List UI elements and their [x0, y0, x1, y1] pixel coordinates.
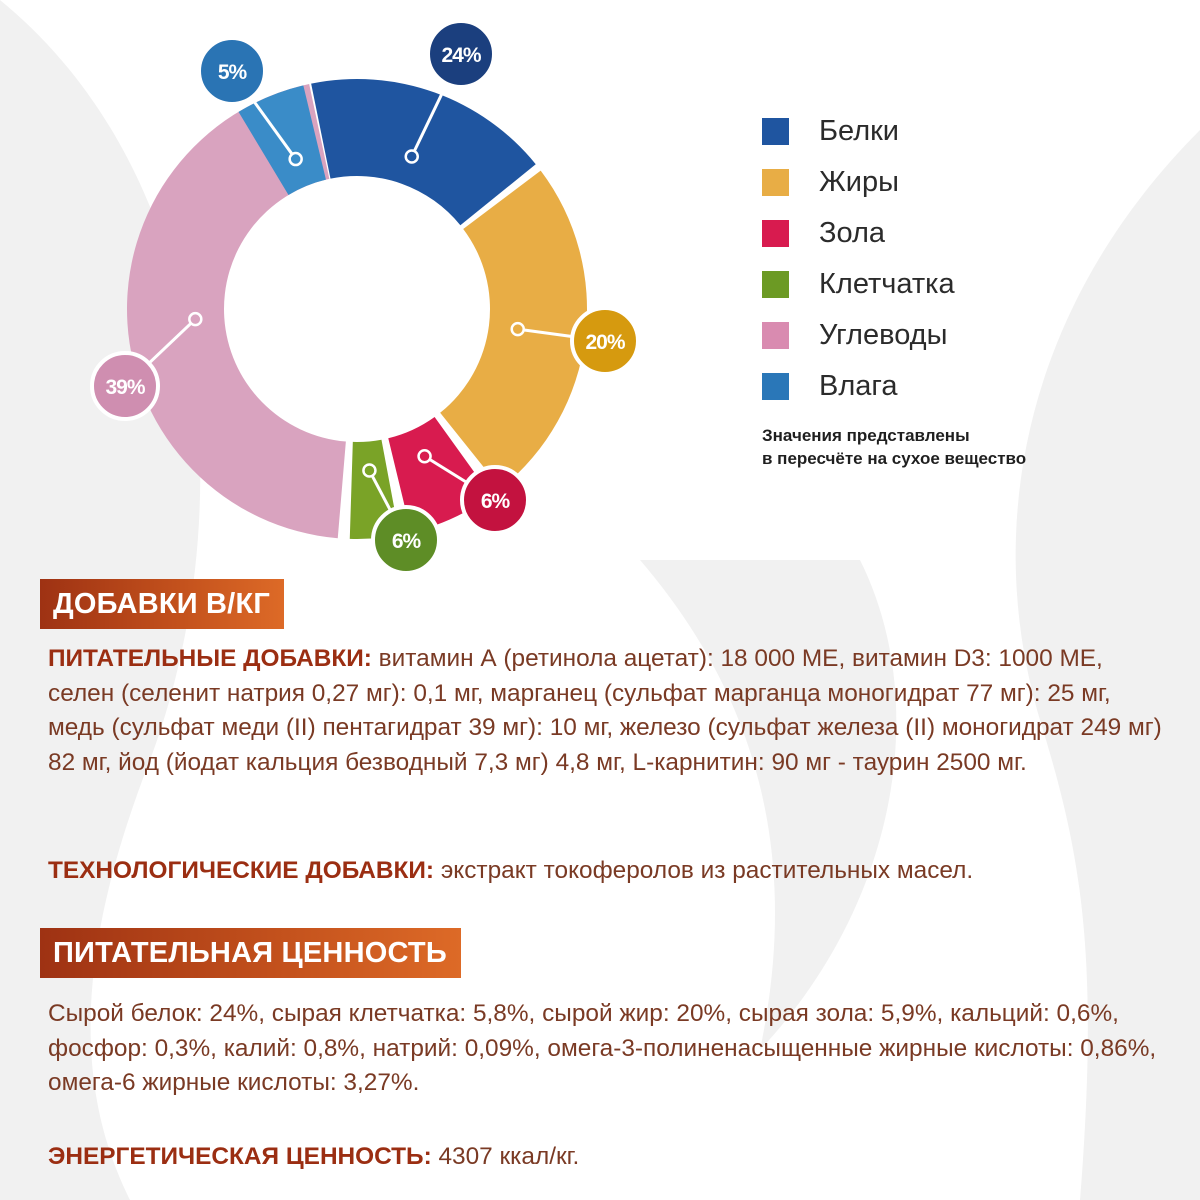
value-label-bubble: [570, 306, 640, 376]
legend-swatch: [762, 373, 789, 400]
dry-matter-note-line-2: в пересчёте на сухое вещество: [762, 449, 1027, 468]
dry-matter-note-line-1: Значения представлены: [762, 426, 970, 445]
legend-label: Углеводы: [819, 319, 948, 351]
leader-dot: [510, 321, 525, 337]
legend-swatch: [762, 322, 789, 349]
legend-swatch: [762, 271, 789, 298]
leader-dot: [417, 448, 432, 464]
legend-item-fiber: Клетчатка: [762, 259, 955, 310]
donut-segment: [127, 84, 346, 539]
nutritive-additives-label: ПИТАТЕЛЬНЫЕ ДОБАВКИ:: [48, 645, 372, 672]
donut-segment-group: 5%: [197, 36, 326, 195]
value-label-bubble: [90, 351, 160, 421]
value-label-bubble: [197, 36, 267, 106]
value-label-bubble: [371, 505, 441, 575]
donut-segment-group: 24%: [311, 19, 536, 226]
leader-dot: [404, 149, 419, 164]
nutritive-additives-text: витамин А (ретинола ацетат): 18 000 МЕ, …: [48, 645, 1162, 776]
legend-item-proteins: Белки: [762, 106, 955, 157]
composition-donut-chart: 24% 20% 6% 6% 39% 5%: [90, 19, 640, 575]
donut-segment-group: 6%: [388, 417, 530, 535]
donut-segment: [311, 78, 536, 226]
leader-dot: [362, 463, 377, 478]
technological-additives-label: ТЕХНОЛОГИЧЕСКИЕ ДОБАВКИ:: [48, 857, 435, 884]
value-label-text: 24%: [441, 44, 481, 67]
dry-matter-note: Значения представлены в пересчёте на сух…: [762, 424, 1162, 470]
technological-additives-paragraph: ТЕХНОЛОГИЧЕСКИЕ ДОБАВКИ: экстракт токофе…: [48, 854, 1168, 889]
nutritive-additives-paragraph: ПИТАТЕЛЬНЫЕ ДОБАВКИ: витамин А (ретинола…: [48, 642, 1168, 780]
legend-swatch: [762, 220, 789, 247]
legend-item-ash: Зола: [762, 208, 955, 259]
nutritional-value-heading: ПИТАТЕЛЬНАЯ ЦЕННОСТЬ: [40, 928, 461, 978]
leader-dot: [188, 311, 203, 327]
legend-swatch: [762, 169, 789, 196]
donut-segment-group: 20%: [440, 170, 640, 489]
legend-label: Зола: [819, 217, 886, 249]
legend-label: Белки: [819, 115, 900, 147]
value-label-bubble: [460, 465, 530, 535]
donut-segment-group: 39%: [90, 84, 346, 539]
value-label-text: 6%: [392, 530, 422, 553]
legend-label: Влага: [819, 370, 898, 402]
value-label-text: 20%: [585, 331, 625, 354]
legend-item-carbohydrates: Углеводы: [762, 310, 955, 361]
legend-item-fats: Жиры: [762, 157, 955, 208]
legend-label: Жиры: [819, 166, 899, 198]
nutritional-value-paragraph: Сырой белок: 24%, сырая клетчатка: 5,8%,…: [48, 1000, 1157, 1096]
donut-segment-group: 6%: [349, 439, 441, 575]
legend-item-moisture: Влага: [762, 361, 955, 412]
energy-value-label: ЭНЕРГЕТИЧЕСКАЯ ЦЕННОСТЬ:: [48, 1143, 432, 1170]
value-label-text: 39%: [105, 376, 145, 399]
value-label-bubble: [426, 19, 496, 89]
legend-swatch: [762, 118, 789, 145]
energy-value-text: 4307 ккал/кг.: [431, 1143, 580, 1170]
additives-heading: ДОБАВКИ В/КГ: [40, 579, 284, 629]
value-label-text: 6%: [481, 490, 511, 513]
leader-dot: [288, 151, 303, 167]
chart-legend: Белки Жиры Зола Клетчатка Углеводы Влага: [762, 106, 955, 412]
value-label-text: 5%: [218, 61, 248, 84]
energy-value-paragraph: ЭНЕРГЕТИЧЕСКАЯ ЦЕННОСТЬ: 4307 ккал/кг.: [48, 1140, 1168, 1175]
legend-label: Клетчатка: [819, 268, 955, 300]
technological-additives-text: экстракт токоферолов из растительных мас…: [434, 857, 974, 884]
